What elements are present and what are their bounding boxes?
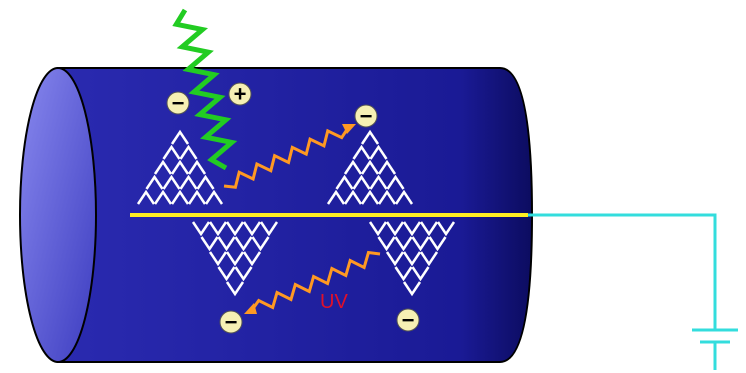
page: −+−−− UV (() => { const data = JSON.pars… (0, 0, 746, 373)
charge-sign: − (360, 104, 373, 129)
ground-wire (528, 215, 715, 330)
ground-symbol (692, 330, 738, 370)
charge-sign: + (234, 82, 247, 107)
uv-label: UV (320, 291, 348, 313)
diagram: − + − − − UV (0, 0, 746, 373)
charge-sign: − (172, 91, 185, 116)
charge-sign: − (402, 308, 415, 333)
charge-sign: − (225, 310, 238, 335)
